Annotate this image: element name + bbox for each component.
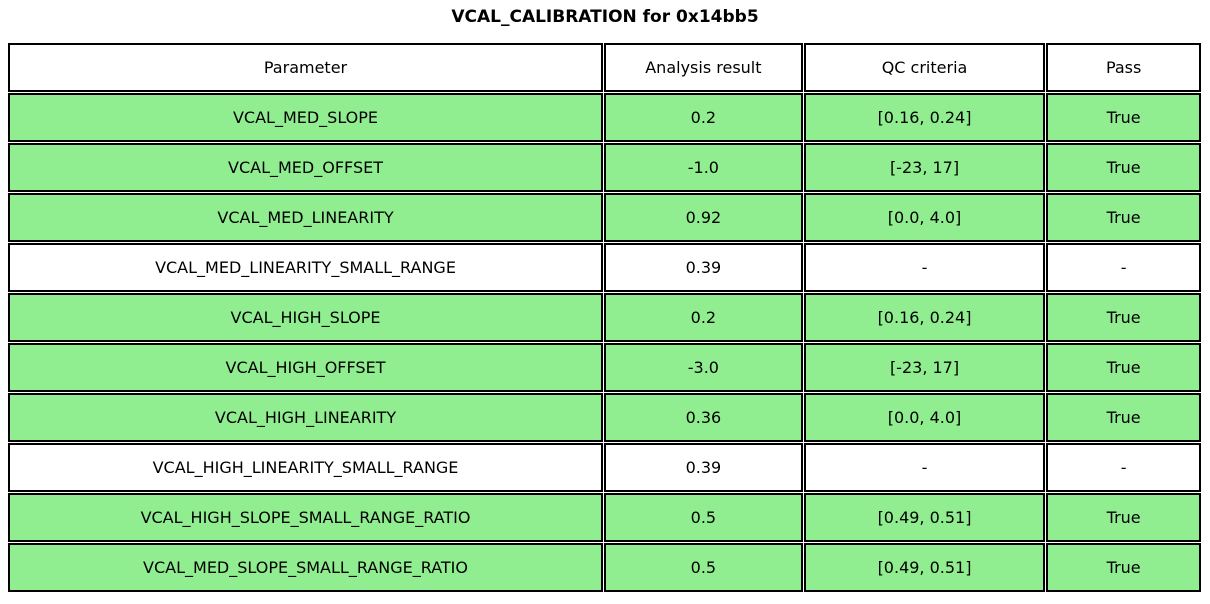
criteria-cell: [-23, 17] [803, 143, 1046, 192]
table-row: VCAL_HIGH_SLOPE 0.2 [0.16, 0.24] True [8, 293, 1201, 342]
criteria-cell: - [803, 443, 1046, 492]
table-row: VCAL_HIGH_LINEARITY_SMALL_RANGE 0.39 - - [8, 443, 1201, 492]
column-header-pass: Pass [1046, 43, 1201, 92]
table-row: VCAL_HIGH_SLOPE_SMALL_RANGE_RATIO 0.5 [0… [8, 493, 1201, 542]
header-row: Parameter Analysis result QC criteria Pa… [8, 43, 1201, 92]
parameter-cell: VCAL_MED_SLOPE_SMALL_RANGE_RATIO [8, 543, 604, 592]
column-header-parameter: Parameter [8, 43, 604, 92]
result-cell: -3.0 [604, 343, 803, 392]
criteria-cell: [0.0, 4.0] [803, 393, 1046, 442]
table-row: VCAL_MED_LINEARITY_SMALL_RANGE 0.39 - - [8, 243, 1201, 292]
qc-results-table: Parameter Analysis result QC criteria Pa… [7, 42, 1202, 593]
pass-cell: - [1046, 243, 1201, 292]
pass-cell: True [1046, 343, 1201, 392]
parameter-cell: VCAL_MED_SLOPE [8, 93, 604, 142]
page-title: VCAL_CALIBRATION for 0x14bb5 [451, 7, 759, 27]
result-cell: -1.0 [604, 143, 803, 192]
criteria-cell: - [803, 243, 1046, 292]
criteria-cell: [-23, 17] [803, 343, 1046, 392]
result-cell: 0.39 [604, 243, 803, 292]
result-cell: 0.2 [604, 93, 803, 142]
criteria-cell: [0.49, 0.51] [803, 543, 1046, 592]
parameter-cell: VCAL_MED_LINEARITY [8, 193, 604, 242]
pass-cell: True [1046, 543, 1201, 592]
parameter-cell: VCAL_HIGH_LINEARITY [8, 393, 604, 442]
parameter-cell: VCAL_MED_OFFSET [8, 143, 604, 192]
table-row: VCAL_MED_SLOPE_SMALL_RANGE_RATIO 0.5 [0.… [8, 543, 1201, 592]
parameter-cell: VCAL_HIGH_SLOPE_SMALL_RANGE_RATIO [8, 493, 604, 542]
column-header-qc-criteria: QC criteria [803, 43, 1046, 92]
table-row: VCAL_MED_SLOPE 0.2 [0.16, 0.24] True [8, 93, 1201, 142]
parameter-cell: VCAL_MED_LINEARITY_SMALL_RANGE [8, 243, 604, 292]
pass-cell: True [1046, 143, 1201, 192]
criteria-cell: [0.16, 0.24] [803, 293, 1046, 342]
pass-cell: - [1046, 443, 1201, 492]
result-cell: 0.36 [604, 393, 803, 442]
parameter-cell: VCAL_HIGH_LINEARITY_SMALL_RANGE [8, 443, 604, 492]
parameter-cell: VCAL_HIGH_OFFSET [8, 343, 604, 392]
criteria-cell: [0.16, 0.24] [803, 93, 1046, 142]
pass-cell: True [1046, 393, 1201, 442]
column-header-analysis-result: Analysis result [604, 43, 803, 92]
pass-cell: True [1046, 493, 1201, 542]
criteria-cell: [0.49, 0.51] [803, 493, 1046, 542]
pass-cell: True [1046, 93, 1201, 142]
table-row: VCAL_HIGH_LINEARITY 0.36 [0.0, 4.0] True [8, 393, 1201, 442]
result-cell: 0.2 [604, 293, 803, 342]
criteria-cell: [0.0, 4.0] [803, 193, 1046, 242]
result-cell: 0.5 [604, 543, 803, 592]
result-cell: 0.39 [604, 443, 803, 492]
table-row: VCAL_MED_OFFSET -1.0 [-23, 17] True [8, 143, 1201, 192]
pass-cell: True [1046, 193, 1201, 242]
result-cell: 0.92 [604, 193, 803, 242]
parameter-cell: VCAL_HIGH_SLOPE [8, 293, 604, 342]
table-row: VCAL_MED_LINEARITY 0.92 [0.0, 4.0] True [8, 193, 1201, 242]
pass-cell: True [1046, 293, 1201, 342]
result-cell: 0.5 [604, 493, 803, 542]
table-row: VCAL_HIGH_OFFSET -3.0 [-23, 17] True [8, 343, 1201, 392]
